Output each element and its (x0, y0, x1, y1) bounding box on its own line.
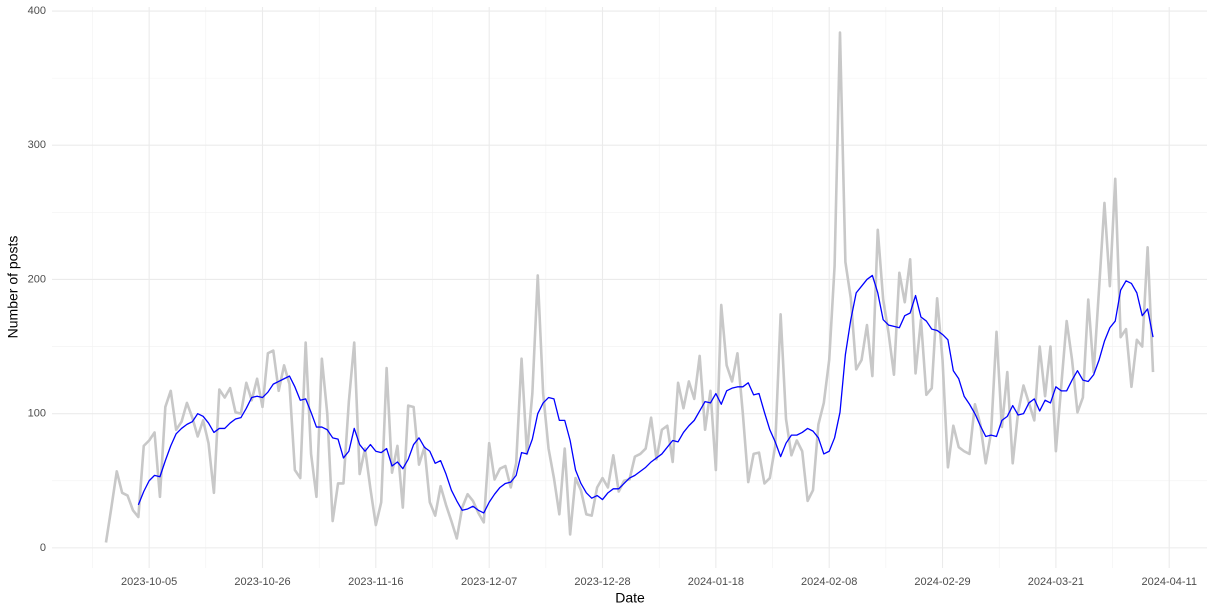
y-axis-title: Number of posts (5, 236, 21, 339)
x-tick-label: 2024-02-08 (801, 576, 857, 588)
x-tick-label: 2024-01-18 (688, 576, 744, 588)
x-tick-label: 2024-03-21 (1028, 576, 1084, 588)
y-tick-label: 200 (28, 273, 46, 285)
x-tick-label: 2024-02-29 (914, 576, 970, 588)
y-tick-label: 300 (28, 139, 46, 151)
x-tick-label: 2023-11-16 (348, 576, 403, 588)
x-tick-label: 2023-12-07 (461, 576, 517, 588)
x-tick-label: 2023-10-26 (234, 576, 290, 588)
x-axis-title: Date (615, 590, 645, 606)
x-tick-label: 2024-04-11 (1141, 576, 1196, 588)
series-line (104, 31, 1155, 543)
y-tick-label: 100 (28, 408, 46, 420)
x-tick-label: 2023-12-28 (574, 576, 630, 588)
y-tick-label: 0 (40, 542, 46, 554)
series-line (137, 274, 1154, 514)
y-tick-label: 400 (28, 5, 46, 17)
x-tick-label: 2023-10-05 (121, 576, 177, 588)
